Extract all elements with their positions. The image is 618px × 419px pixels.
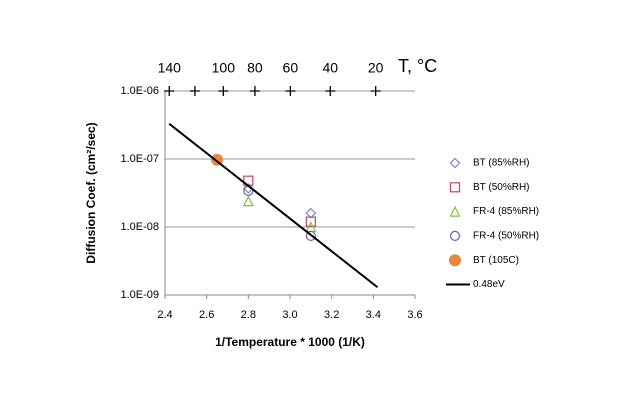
y-tick-label: 1.0E-09 [120, 289, 159, 301]
x-tick-label: 3.6 [407, 309, 422, 321]
y-tick-label: 1.0E-07 [120, 153, 159, 165]
legend-label: BT (50%RH) [473, 182, 530, 193]
x2-tick-mark [370, 86, 381, 96]
x2-tick-mark [249, 86, 260, 96]
y-tick-label: 1.0E-06 [120, 85, 159, 97]
legend-label: FR-4 (85%RH) [473, 206, 539, 217]
y-tick-label: 1.0E-08 [120, 221, 159, 233]
x-tick-label: 3.4 [366, 309, 381, 321]
x2-tick-label: 20 [368, 60, 384, 76]
x-tick-label: 2.6 [199, 309, 214, 321]
legend-label: BT (85%RH) [473, 158, 530, 169]
marker-diamond [449, 157, 461, 169]
x2-tick-label: 40 [322, 60, 338, 76]
x2-axis-label: T, °C [398, 56, 437, 76]
x2-tick-label: 100 [212, 60, 236, 76]
marker-triangle [242, 195, 254, 207]
x-axis-label: 1/Temperature * 1000 (1/K) [215, 335, 365, 349]
legend-label: BT (105C) [473, 255, 519, 266]
marker-circle [449, 230, 461, 241]
x-tick-label: 3.2 [324, 309, 339, 321]
marker-circle [305, 230, 316, 241]
x2-tick-label: 80 [247, 60, 263, 76]
x2-tick-mark [218, 86, 229, 96]
legend-label: 0.48eV [473, 279, 505, 290]
x2-tick-label: 140 [158, 60, 182, 76]
x2-tick-mark [325, 86, 336, 96]
marker-square [449, 182, 461, 193]
legend-label: FR-4 (50%RH) [473, 231, 539, 242]
marker-diamond [305, 207, 317, 219]
marker-square [305, 216, 316, 227]
x2-tick-mark [285, 86, 296, 96]
marker-triangle [449, 205, 461, 217]
x2-tick-mark [189, 86, 200, 96]
marker-filled-circle [449, 254, 461, 267]
x2-tick-mark [164, 86, 175, 96]
x2-tick-label: 60 [283, 60, 299, 76]
fit-line [168, 122, 379, 289]
x-tick-label: 2.4 [157, 309, 172, 321]
x-tick-label: 2.8 [241, 309, 256, 321]
y-axis-label: Diffusion Coef. (cm²/sec) [84, 122, 98, 263]
x-tick-label: 3.0 [282, 309, 297, 321]
